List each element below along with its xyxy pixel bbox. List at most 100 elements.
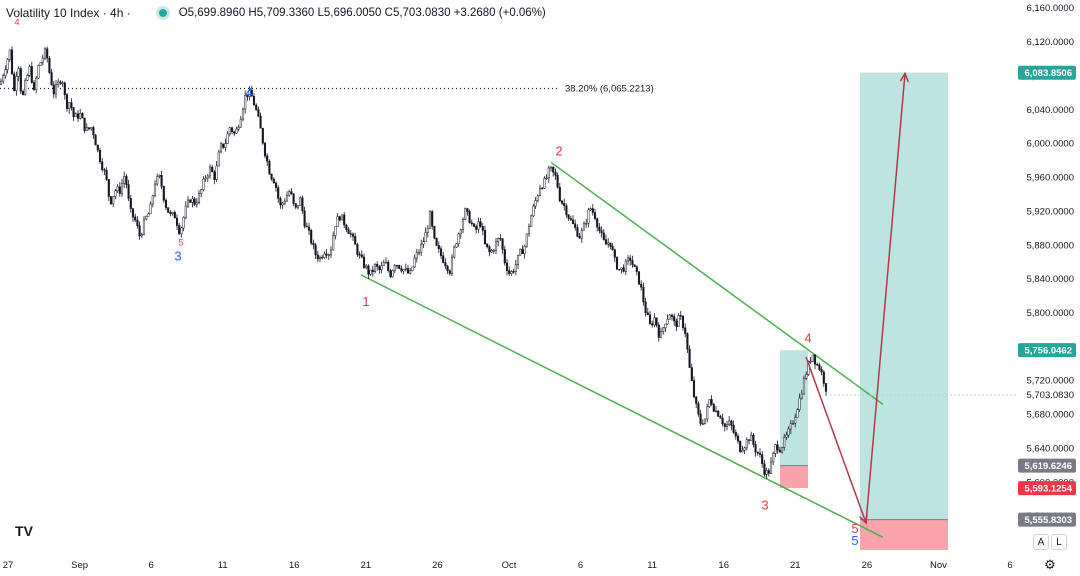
candle bbox=[813, 354, 817, 370]
projection-segment[interactable] bbox=[865, 73, 906, 523]
candle-body bbox=[417, 252, 421, 254]
candle bbox=[19, 66, 22, 95]
candle bbox=[703, 418, 707, 425]
candle-body bbox=[327, 254, 330, 256]
candle-body bbox=[743, 447, 746, 451]
candle-body bbox=[325, 253, 328, 256]
candle bbox=[563, 198, 566, 211]
candle bbox=[72, 107, 75, 121]
candle bbox=[263, 141, 267, 159]
candle-body bbox=[13, 73, 16, 91]
candle-body bbox=[739, 440, 742, 453]
candle bbox=[107, 179, 110, 201]
candle-body bbox=[635, 266, 638, 272]
candle bbox=[776, 440, 779, 454]
candle bbox=[156, 173, 159, 187]
candle bbox=[600, 226, 603, 238]
candle-body bbox=[39, 62, 42, 66]
wave-label: 4 bbox=[804, 331, 811, 346]
candle-body bbox=[411, 266, 414, 271]
candle-body bbox=[728, 420, 731, 426]
candle bbox=[554, 168, 557, 180]
candle-body bbox=[360, 254, 363, 258]
candle-body bbox=[767, 470, 770, 474]
candle bbox=[708, 399, 711, 409]
candle-body bbox=[527, 226, 531, 235]
candle-body bbox=[530, 215, 533, 227]
candle-body bbox=[664, 323, 667, 329]
candle-body bbox=[525, 233, 528, 247]
candle bbox=[215, 161, 218, 182]
candle bbox=[255, 103, 258, 112]
candle bbox=[125, 173, 128, 189]
candle bbox=[325, 249, 328, 259]
candle bbox=[281, 201, 284, 209]
candle-body bbox=[202, 178, 205, 190]
candle bbox=[457, 232, 460, 247]
candle bbox=[435, 237, 438, 247]
candle bbox=[455, 243, 458, 248]
candle-body bbox=[587, 209, 590, 224]
candle-body bbox=[382, 262, 385, 267]
symbol-title[interactable]: Volatility 10 Index · 4h · bbox=[6, 6, 131, 20]
position-big-stop-zone[interactable] bbox=[860, 519, 948, 550]
candle bbox=[303, 206, 306, 229]
candle bbox=[824, 383, 828, 396]
candle-body bbox=[644, 301, 647, 314]
candle bbox=[688, 345, 691, 369]
candle bbox=[292, 193, 295, 206]
candle-body bbox=[688, 348, 691, 368]
candle bbox=[402, 268, 405, 275]
candle-body bbox=[433, 225, 436, 239]
candle-body bbox=[640, 283, 643, 288]
candle bbox=[756, 451, 759, 456]
candle-body bbox=[563, 203, 566, 206]
candle-body bbox=[613, 249, 616, 258]
candle-body bbox=[558, 187, 561, 202]
candle-body bbox=[483, 230, 487, 245]
candle-body bbox=[395, 264, 399, 267]
candle-body bbox=[607, 242, 610, 245]
candle bbox=[248, 86, 251, 101]
candle bbox=[662, 327, 665, 335]
candle bbox=[290, 188, 293, 195]
candle-body bbox=[87, 127, 91, 130]
candle-body bbox=[809, 361, 812, 363]
candle-body bbox=[156, 176, 159, 185]
candle-body bbox=[19, 68, 22, 92]
position-big-target-zone[interactable] bbox=[860, 72, 948, 520]
tradingview-logo-icon[interactable]: TV bbox=[8, 518, 40, 544]
candle-body bbox=[479, 221, 482, 227]
candle-body bbox=[721, 417, 724, 425]
candle bbox=[301, 195, 304, 214]
candle bbox=[151, 194, 154, 208]
candle bbox=[424, 227, 427, 242]
projection-segment[interactable] bbox=[805, 356, 867, 524]
price-badge bbox=[1018, 481, 1076, 496]
candle bbox=[349, 230, 352, 238]
position-small-stop-zone[interactable] bbox=[780, 465, 808, 489]
wave-label: 5 bbox=[851, 533, 858, 548]
auto-scale-button[interactable]: A bbox=[1033, 534, 1049, 550]
candle-body bbox=[237, 127, 240, 130]
candle bbox=[567, 214, 570, 221]
candle bbox=[387, 260, 390, 273]
candle bbox=[778, 446, 781, 453]
gear-icon[interactable]: ⚙ bbox=[1044, 557, 1056, 572]
candle bbox=[266, 153, 269, 166]
candle-body bbox=[189, 199, 192, 203]
candle-body bbox=[677, 315, 680, 327]
candle-body bbox=[149, 203, 152, 215]
candle bbox=[802, 375, 806, 395]
candle-body bbox=[164, 200, 168, 208]
log-scale-button[interactable]: L bbox=[1051, 534, 1067, 550]
candle-body bbox=[523, 245, 526, 255]
channel-upper-line[interactable] bbox=[550, 161, 884, 406]
candle-body bbox=[459, 229, 462, 235]
price-tick-label: 6,000.0000 bbox=[1026, 139, 1074, 150]
candle-body bbox=[428, 211, 432, 229]
candle-body bbox=[244, 95, 247, 110]
candle bbox=[224, 138, 227, 152]
channel-lower-line[interactable] bbox=[360, 274, 884, 538]
